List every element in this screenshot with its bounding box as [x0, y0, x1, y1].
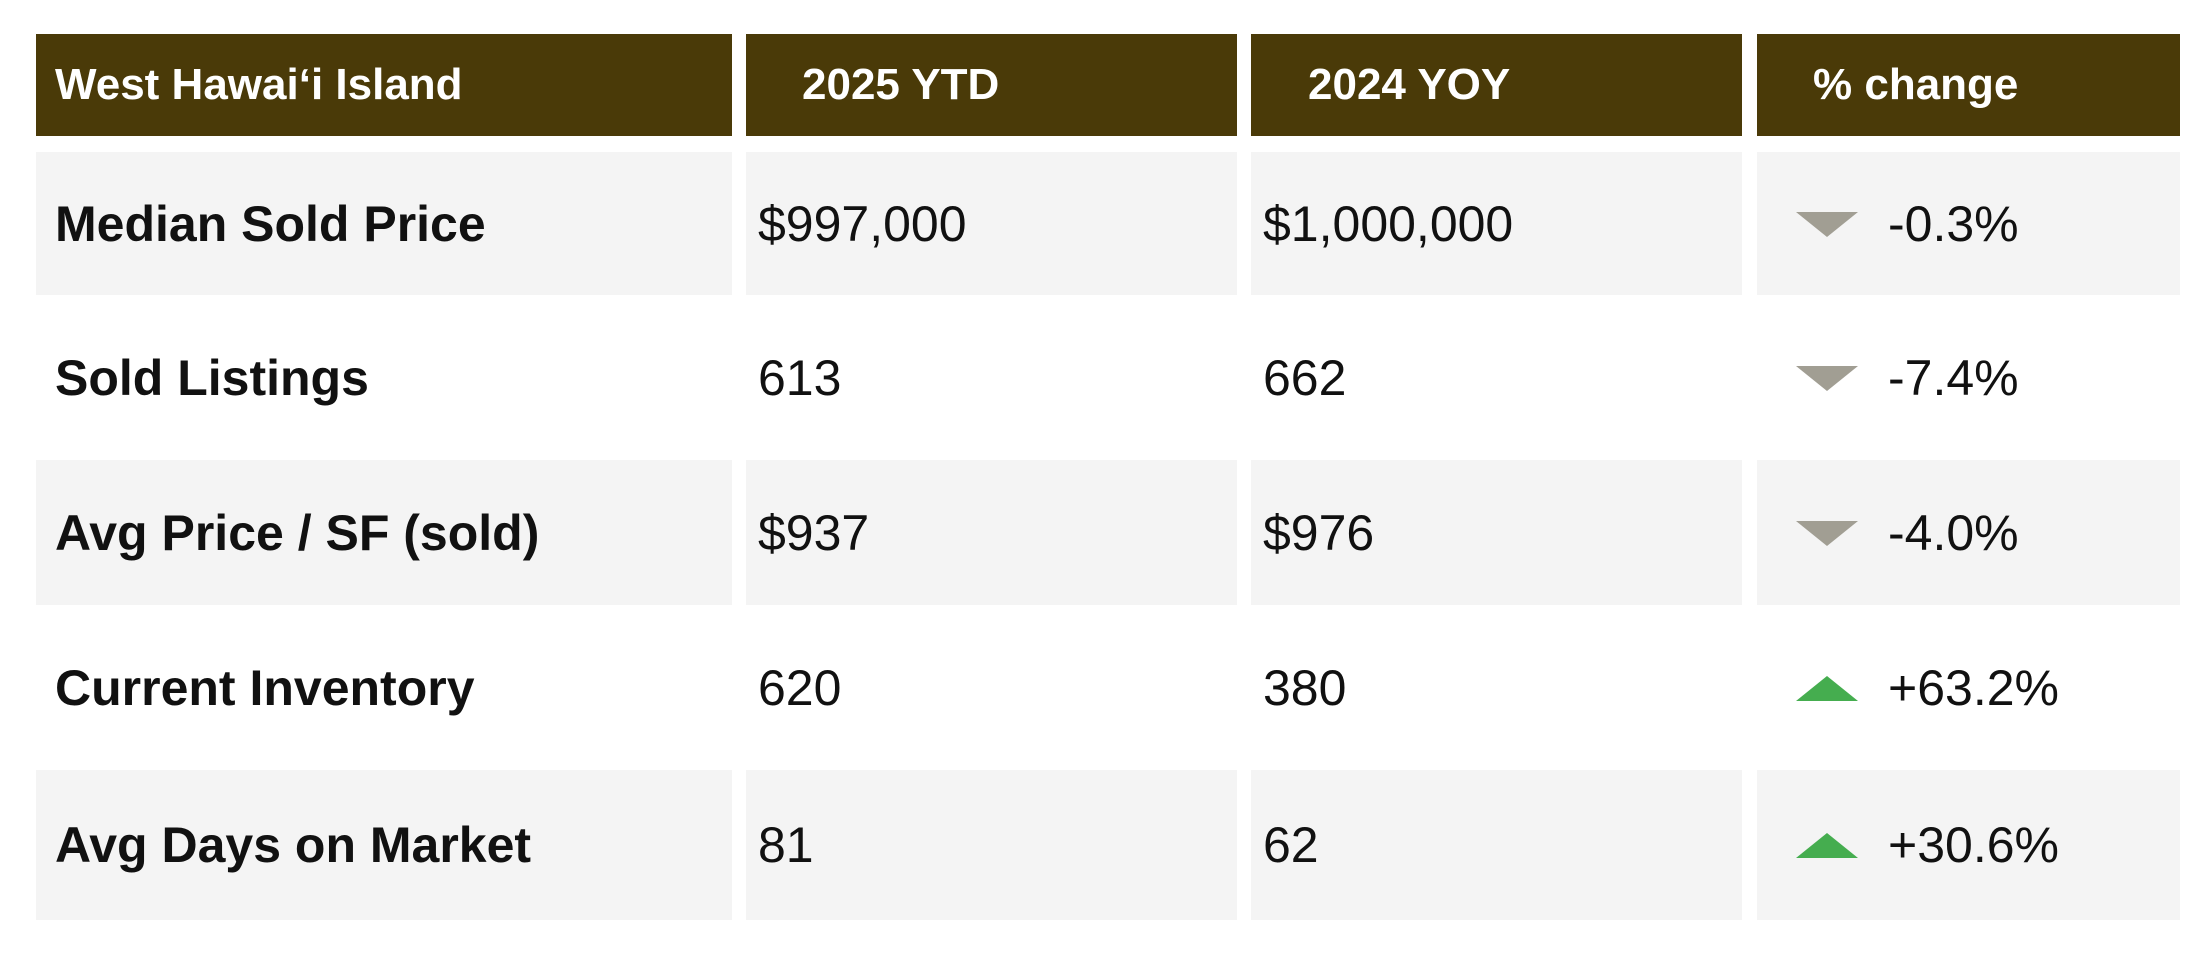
change-value: -4.0% — [1888, 504, 2019, 561]
change-cell: -4.0% — [1757, 460, 2180, 605]
change-cell: +63.2% — [1757, 605, 2180, 770]
up-arrow — [1796, 833, 1858, 858]
header-cell: 2024 YOY — [1251, 34, 1742, 136]
cell: $997,000 — [746, 152, 1237, 295]
cell: 620 — [758, 659, 842, 716]
cell: $976 — [1251, 460, 1742, 605]
cell: 662 — [1263, 349, 1347, 406]
down-arrow — [1796, 211, 1858, 237]
row-label: Median Sold Price — [36, 152, 732, 295]
cell: 380 — [1263, 659, 1347, 716]
cell: $937 — [746, 460, 1237, 605]
change-cell: +30.6% — [1757, 770, 2180, 920]
row-label: Sold Listings — [55, 349, 369, 406]
change-value: -7.4% — [1888, 349, 2019, 406]
row-label: Avg Days on Market — [36, 770, 732, 920]
change-value: +63.2% — [1888, 659, 2059, 716]
header-cell: 2025 YTD — [746, 34, 1237, 136]
row-label: Avg Price / SF (sold) — [36, 460, 732, 605]
change-value: +30.6% — [1888, 817, 2059, 873]
header-cell: % change — [1757, 34, 2180, 136]
up-arrow — [1796, 675, 1858, 701]
cell: 62 — [1251, 770, 1742, 920]
change-value: -0.3% — [1888, 195, 2019, 252]
change-cell: -0.3% — [1757, 152, 2180, 295]
cell: 613 — [758, 349, 842, 406]
change-cell: -7.4% — [1757, 295, 2180, 460]
cell: $1,000,000 — [1251, 152, 1742, 295]
cell: 81 — [746, 770, 1237, 920]
row-label: Current Inventory — [55, 659, 475, 716]
down-arrow — [1796, 365, 1858, 391]
down-arrow — [1796, 520, 1858, 546]
header-cell: West Hawaiʻi Island — [36, 34, 732, 136]
